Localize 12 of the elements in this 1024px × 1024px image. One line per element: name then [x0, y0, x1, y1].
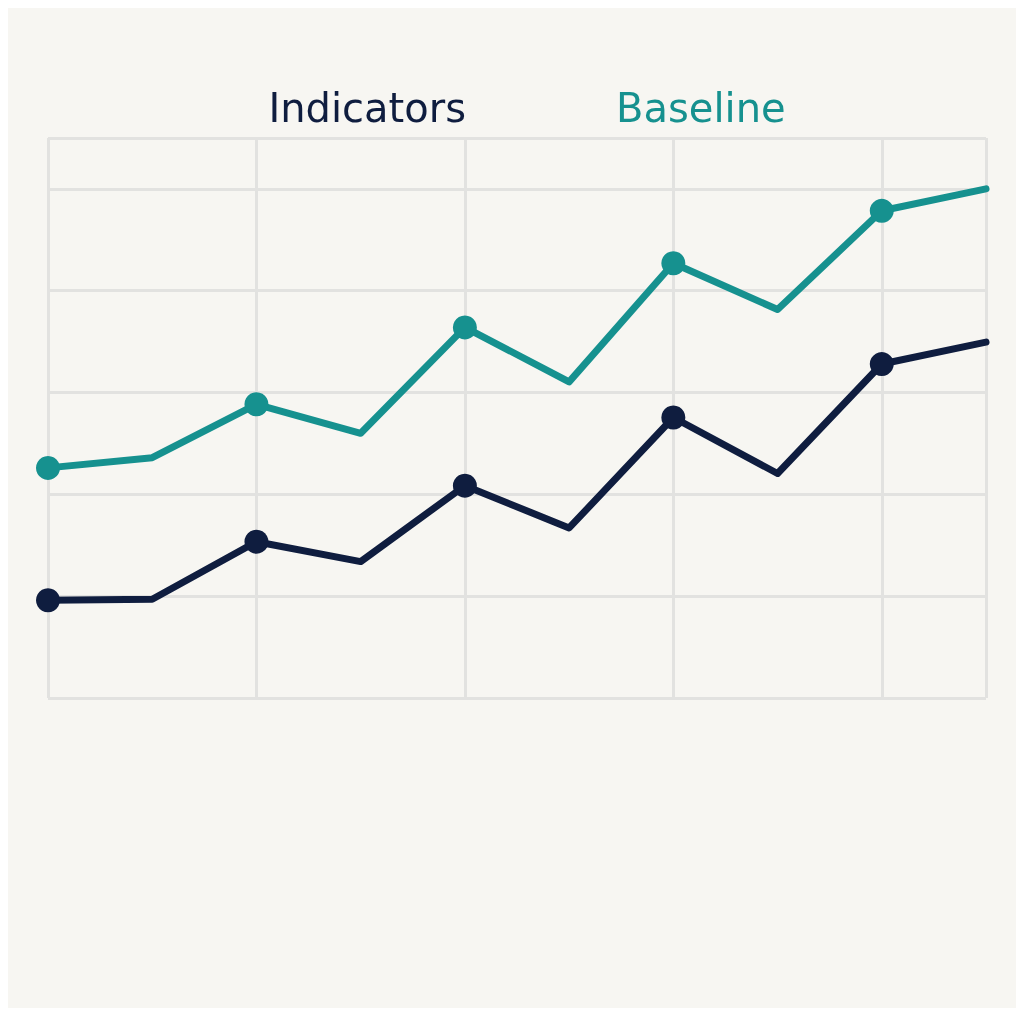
- point: [244, 529, 269, 554]
- point: [661, 405, 686, 430]
- point: [36, 588, 60, 613]
- point: [661, 251, 686, 276]
- point: [452, 473, 477, 498]
- text: Indicators: [268, 85, 467, 131]
- point: [36, 455, 60, 480]
- point: [452, 315, 477, 340]
- text: Baseline: [616, 85, 786, 131]
- point: [869, 352, 894, 377]
- point: [869, 198, 894, 223]
- point: [244, 392, 269, 417]
